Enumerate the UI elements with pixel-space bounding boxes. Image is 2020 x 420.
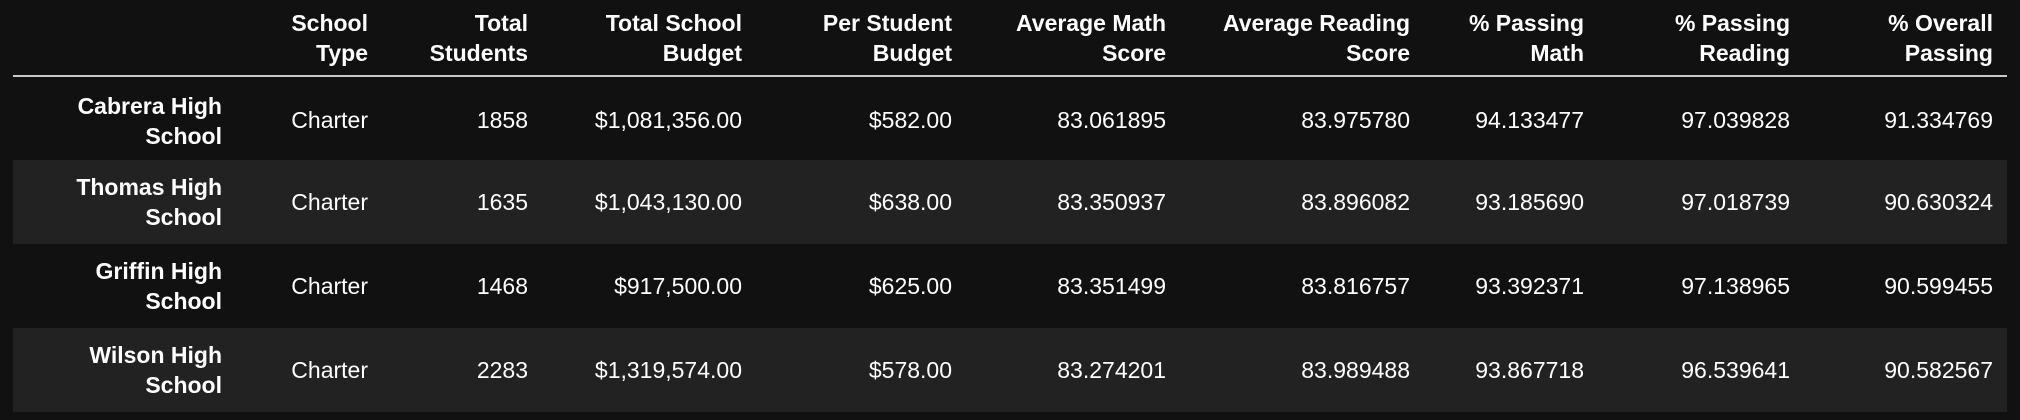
table-row: Cabrera High School Charter 1858 $1,081,… (13, 76, 2007, 160)
cell-per-student-budget: $625.00 (868, 272, 952, 299)
column-header-percent-passing-reading: % Passing Reading (1598, 7, 1804, 77)
cell-per-student-budget: $582.00 (868, 107, 952, 133)
cell-average-reading-score: 83.896082 (1301, 188, 1410, 215)
column-header-total-students: Total Students (382, 7, 542, 77)
cell-percent-passing-math: 93.392371 (1475, 272, 1584, 299)
cell-percent-passing-reading: 96.539641 (1681, 356, 1790, 383)
cell-average-reading-score: 83.975780 (1301, 107, 1410, 133)
row-index-school-name: Cabrera High School (77, 92, 222, 149)
cell-school-type: Charter (291, 356, 368, 383)
row-index-school-name: Griffin High School (95, 258, 222, 314)
column-header-percent-passing-math: % Passing Math (1424, 7, 1598, 77)
column-header-average-math-score: Average Math Score (966, 7, 1180, 77)
row-index-school-name: Thomas High School (76, 174, 222, 230)
cell-total-students: 1635 (476, 188, 528, 215)
cell-percent-overall-passing: 90.630324 (1884, 188, 1993, 215)
column-header-average-reading-score: Average Reading Score (1180, 7, 1424, 77)
cell-total-students: 1468 (476, 272, 528, 299)
column-header-percent-overall-passing: % Overall Passing (1804, 7, 2007, 77)
cell-total-school-budget: $1,081,356.00 (594, 107, 742, 133)
cell-percent-passing-reading: 97.138965 (1681, 272, 1790, 299)
cell-percent-overall-passing: 90.582567 (1884, 356, 1993, 383)
cell-total-school-budget: $1,043,130.00 (594, 188, 742, 215)
cell-total-school-budget: $917,500.00 (614, 272, 742, 299)
cell-average-math-score: 83.061895 (1057, 107, 1166, 133)
cell-total-school-budget: $1,319,574.00 (594, 356, 742, 383)
table-header-row: School Type Total Students Total School … (13, 7, 2007, 77)
index-header (13, 7, 236, 77)
school-summary-table: School Type Total Students Total School … (13, 7, 2007, 412)
column-header-per-student-budget: Per Student Budget (756, 7, 966, 77)
row-index-school-name: Wilson High School (89, 342, 222, 398)
cell-percent-passing-math: 93.185690 (1475, 188, 1584, 215)
table-row: Thomas High School Charter 1635 $1,043,1… (13, 160, 2007, 244)
cell-average-math-score: 83.274201 (1057, 356, 1166, 383)
cell-school-type: Charter (291, 188, 368, 215)
cell-average-math-score: 83.350937 (1057, 188, 1166, 215)
cell-percent-passing-math: 94.133477 (1475, 107, 1584, 133)
cell-percent-overall-passing: 90.599455 (1884, 272, 1993, 299)
column-header-total-school-budget: Total School Budget (542, 7, 756, 77)
cell-percent-passing-reading: 97.018739 (1681, 188, 1790, 215)
cell-per-student-budget: $578.00 (868, 356, 952, 383)
cell-percent-passing-math: 93.867718 (1475, 356, 1584, 383)
cell-average-reading-score: 83.989488 (1301, 356, 1410, 383)
cell-total-students: 2283 (476, 356, 528, 383)
table-row: Griffin High School Charter 1468 $917,50… (13, 244, 2007, 328)
cell-total-students: 1858 (476, 107, 528, 133)
cell-per-student-budget: $638.00 (868, 188, 952, 215)
cell-average-reading-score: 83.816757 (1301, 272, 1410, 299)
cell-school-type: Charter (291, 272, 368, 299)
table-row: Wilson High School Charter 2283 $1,319,5… (13, 328, 2007, 412)
cell-school-type: Charter (291, 107, 368, 133)
cell-percent-overall-passing: 91.334769 (1884, 107, 1993, 133)
cell-percent-passing-reading: 97.039828 (1681, 107, 1790, 133)
cell-average-math-score: 83.351499 (1057, 272, 1166, 299)
column-header-school-type: School Type (236, 7, 382, 77)
